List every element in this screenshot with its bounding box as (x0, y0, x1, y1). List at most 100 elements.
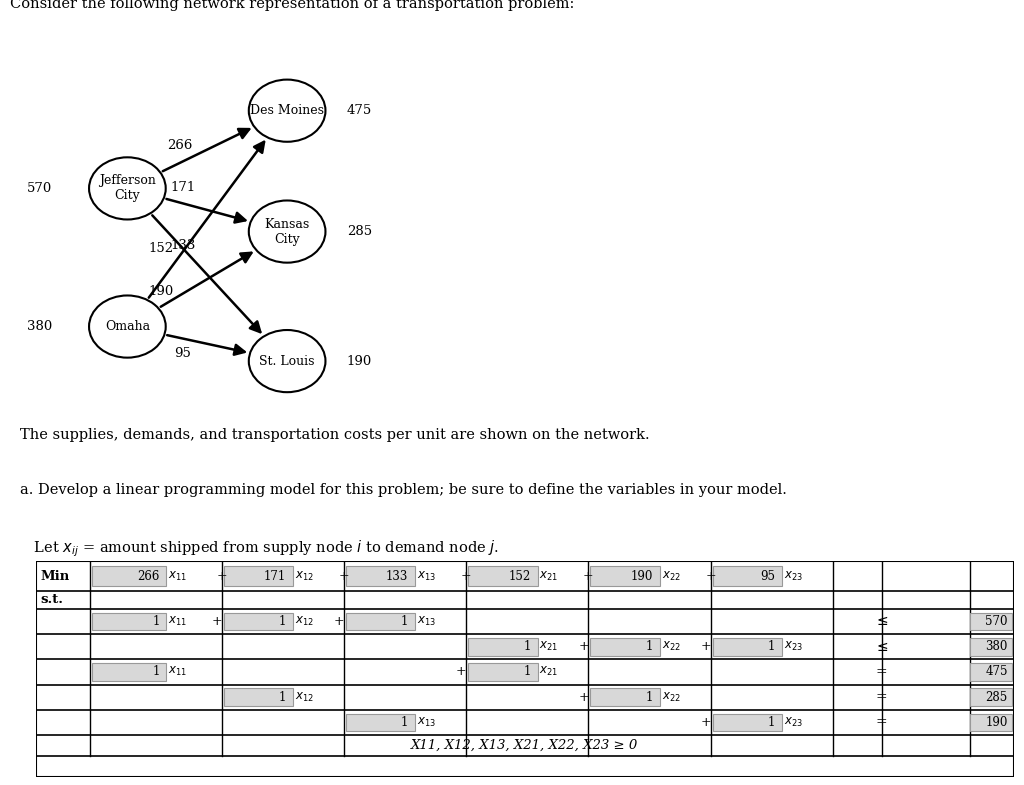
Text: Jefferson
City: Jefferson City (99, 174, 156, 203)
FancyBboxPatch shape (590, 566, 659, 586)
Text: +: + (211, 615, 222, 628)
Text: 190: 190 (148, 285, 174, 298)
FancyBboxPatch shape (36, 561, 1014, 777)
Text: 190: 190 (985, 716, 1008, 729)
Text: 1: 1 (279, 691, 286, 703)
Text: X11, X12, X13, X21, X22, X23 ≥ 0: X11, X12, X13, X21, X22, X23 ≥ 0 (412, 739, 638, 752)
FancyBboxPatch shape (468, 663, 538, 681)
Text: +: + (700, 716, 711, 729)
Text: $x_{13}$: $x_{13}$ (417, 615, 436, 628)
FancyBboxPatch shape (713, 637, 782, 655)
FancyBboxPatch shape (590, 688, 659, 706)
Text: $x_{13}$: $x_{13}$ (417, 570, 436, 582)
FancyBboxPatch shape (468, 566, 538, 586)
Text: 475: 475 (985, 666, 1008, 678)
Text: +: + (700, 640, 711, 653)
Text: 133: 133 (170, 239, 196, 252)
Circle shape (89, 295, 166, 358)
Text: $x_{23}$: $x_{23}$ (784, 716, 803, 729)
Text: $x_{23}$: $x_{23}$ (784, 570, 803, 582)
Text: St. Louis: St. Louis (259, 355, 314, 367)
Text: 95: 95 (760, 570, 775, 582)
Text: 190: 190 (631, 570, 653, 582)
Text: 171: 171 (264, 570, 286, 582)
Text: 190: 190 (347, 355, 372, 367)
FancyBboxPatch shape (468, 637, 538, 655)
Text: Consider the following network representation of a transportation problem:: Consider the following network represent… (10, 0, 574, 12)
FancyBboxPatch shape (223, 688, 293, 706)
FancyBboxPatch shape (970, 714, 1012, 732)
Text: $x_{22}$: $x_{22}$ (662, 691, 681, 703)
Text: $x_{11}$: $x_{11}$ (168, 615, 187, 628)
FancyBboxPatch shape (346, 612, 416, 630)
FancyBboxPatch shape (713, 714, 782, 732)
FancyBboxPatch shape (970, 663, 1012, 681)
Text: $x_{11}$: $x_{11}$ (168, 666, 187, 678)
Text: 1: 1 (523, 666, 530, 678)
Text: Min: Min (41, 570, 70, 582)
Text: 1: 1 (523, 640, 530, 653)
Text: 285: 285 (347, 225, 372, 238)
Text: 1: 1 (645, 691, 653, 703)
Text: $x_{23}$: $x_{23}$ (784, 640, 803, 653)
Text: $\leq$: $\leq$ (874, 640, 889, 654)
FancyBboxPatch shape (713, 566, 782, 586)
Text: +: + (579, 691, 589, 703)
Text: 152: 152 (148, 243, 174, 255)
Text: The supplies, demands, and transportation costs per unit are shown on the networ: The supplies, demands, and transportatio… (20, 428, 650, 442)
Text: +: + (706, 570, 716, 582)
Text: 133: 133 (386, 570, 409, 582)
Text: +: + (334, 615, 344, 628)
Circle shape (249, 79, 326, 142)
Text: =: = (876, 690, 888, 704)
Circle shape (249, 200, 326, 263)
Text: 1: 1 (768, 640, 775, 653)
Text: Kansas
City: Kansas City (264, 217, 309, 246)
Text: 570: 570 (27, 182, 52, 195)
Text: $\leq$: $\leq$ (874, 615, 889, 629)
FancyBboxPatch shape (223, 566, 293, 586)
Text: $x_{22}$: $x_{22}$ (662, 570, 681, 582)
Text: +: + (583, 570, 594, 582)
Text: 152: 152 (509, 570, 530, 582)
FancyBboxPatch shape (92, 612, 167, 630)
Text: $x_{21}$: $x_{21}$ (540, 640, 558, 653)
Text: 475: 475 (347, 104, 372, 117)
Text: Let $x_{ij}$ = amount shipped from supply node $i$ to demand node $j$.: Let $x_{ij}$ = amount shipped from suppl… (20, 539, 500, 559)
Text: $x_{21}$: $x_{21}$ (540, 570, 558, 582)
Text: a. Develop a linear programming model for this problem; be sure to define the va: a. Develop a linear programming model fo… (20, 483, 787, 497)
Text: 171: 171 (170, 181, 196, 194)
Text: 266: 266 (137, 570, 160, 582)
Text: 380: 380 (27, 320, 52, 333)
Text: 1: 1 (153, 615, 160, 628)
Text: $x_{11}$: $x_{11}$ (168, 570, 187, 582)
FancyBboxPatch shape (970, 637, 1012, 655)
Text: =: = (876, 715, 888, 729)
Text: +: + (579, 640, 589, 653)
FancyBboxPatch shape (346, 714, 416, 732)
FancyBboxPatch shape (970, 688, 1012, 706)
FancyBboxPatch shape (346, 566, 416, 586)
FancyBboxPatch shape (590, 637, 659, 655)
Text: 1: 1 (768, 716, 775, 729)
Text: Omaha: Omaha (104, 320, 150, 333)
Text: 95: 95 (174, 347, 191, 360)
Text: $x_{13}$: $x_{13}$ (417, 716, 436, 729)
Text: +: + (456, 666, 467, 678)
Text: 1: 1 (645, 640, 653, 653)
Text: +: + (339, 570, 349, 582)
FancyBboxPatch shape (970, 612, 1012, 630)
Circle shape (89, 157, 166, 220)
Text: 285: 285 (986, 691, 1008, 703)
Text: $x_{21}$: $x_{21}$ (540, 666, 558, 678)
Text: +: + (461, 570, 471, 582)
Text: 570: 570 (985, 615, 1008, 628)
Text: 1: 1 (279, 615, 286, 628)
Text: =: = (876, 665, 888, 679)
Text: $x_{12}$: $x_{12}$ (295, 570, 314, 582)
FancyBboxPatch shape (92, 566, 167, 586)
Circle shape (249, 330, 326, 392)
Text: 1: 1 (153, 666, 160, 678)
Text: $x_{12}$: $x_{12}$ (295, 691, 314, 703)
Text: +: + (216, 570, 227, 582)
